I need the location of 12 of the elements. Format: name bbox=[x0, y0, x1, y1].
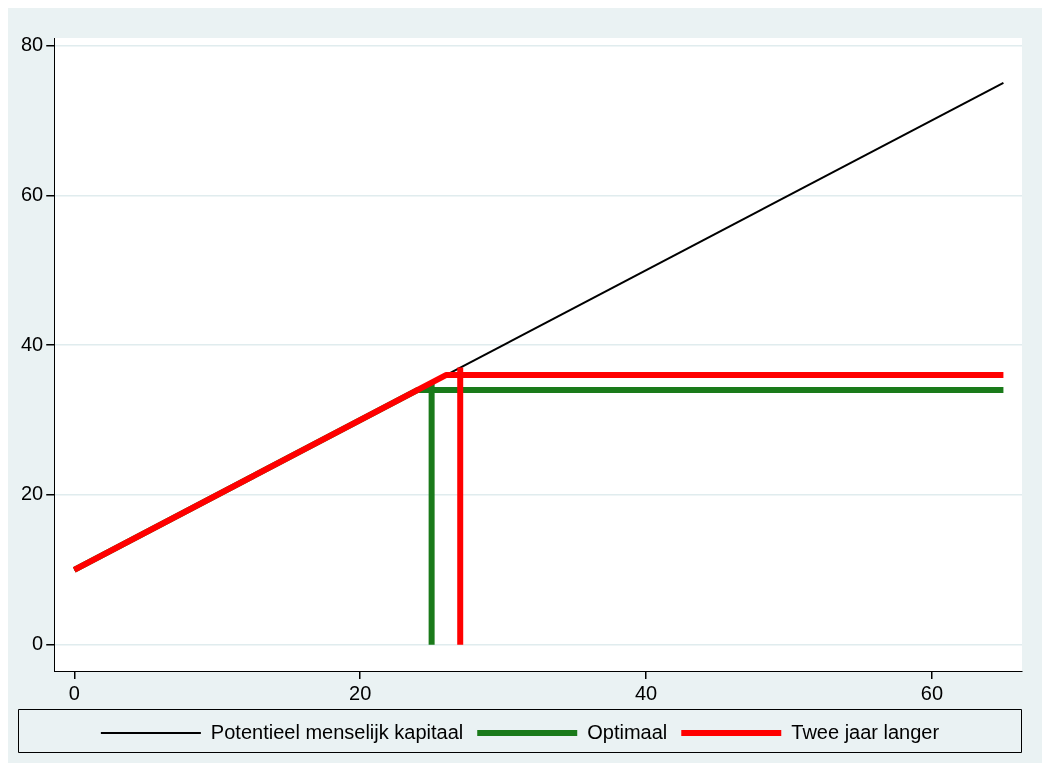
y-tick-label: 60 bbox=[21, 182, 44, 205]
y-tick-label: 80 bbox=[21, 33, 44, 56]
legend-label: Twee jaar langer bbox=[791, 720, 940, 743]
y-tick-label: 0 bbox=[32, 632, 44, 655]
x-tick-label: 60 bbox=[920, 681, 944, 704]
legend-label: Potentieel menselijk kapitaal bbox=[210, 720, 464, 743]
x-tick-label: 20 bbox=[349, 681, 372, 704]
legend-label: Optimaal bbox=[587, 720, 668, 743]
x-tick-label: 0 bbox=[68, 681, 80, 704]
x-tick-label: 40 bbox=[634, 681, 658, 704]
y-tick-label: 20 bbox=[21, 482, 44, 505]
y-tick-label: 40 bbox=[21, 332, 44, 355]
